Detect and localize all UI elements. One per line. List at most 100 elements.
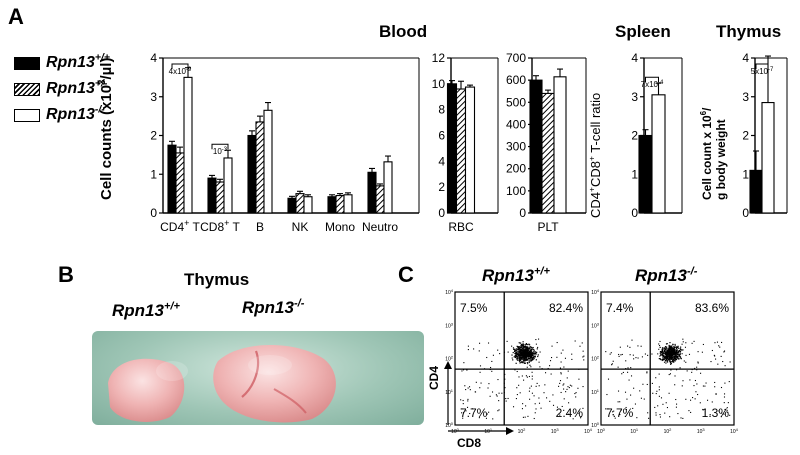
facs-event-dot [689,379,691,381]
facs-event-dot [533,350,535,353]
facs-event-dot [530,354,532,357]
facs-event-dot [559,414,561,416]
facs-event-dot [523,357,525,359]
facs-event-dot [550,356,553,359]
facs-event-dot [707,399,709,401]
facs-event-dot [563,366,565,368]
facs-event-dot [637,345,639,347]
thymus-count-ytick-label: 3 [742,90,749,104]
facs-event-dot [534,403,536,405]
facs-title-wt: Rpn13+/+ [482,265,550,285]
facs-event-dot [700,372,702,374]
facs-event-dot [521,344,523,346]
facs-event-dot [679,354,681,356]
facs-xtick-label: 102 [664,427,673,435]
facs-event-dot [619,401,621,403]
facs-event-dot [571,385,573,387]
facs-event-dot [669,342,671,344]
facs-event-dot [668,348,670,350]
facs-event-dot [651,353,653,355]
facs-event-dot [531,375,533,377]
facs-event-dot [528,352,530,354]
facs-event-dot [529,348,531,350]
thymus-ko-organ [213,345,336,423]
facs-event-dot [525,349,527,352]
facs-event-dot [529,353,531,356]
panel-letter-a: A [8,4,24,29]
facs-event-dot [658,395,660,397]
facs-event-dot [667,354,669,356]
facs-event-dot [658,343,660,345]
facs-event-dot [672,359,674,361]
facs-event-dot [582,407,584,409]
facs-event-dot [498,392,500,394]
blood-rbc-bar [464,86,476,214]
facs-event-dot [517,356,519,358]
facs-event-dot [461,408,463,410]
facs-event-dot [666,349,668,352]
spleen-ratio-ytick-label: 1 [631,167,638,181]
facs-event-dot [669,350,671,352]
facs-ytick-label: 103 [445,321,454,329]
blood-plt-ytick-label: 700 [506,51,526,65]
facs-event-dot [562,349,564,351]
facs-event-dot [572,418,574,420]
facs-event-dot [677,347,680,349]
facs-event-dot [524,360,526,362]
blood-plt-ytick-label: 200 [506,162,526,176]
facs-event-dot [675,406,677,408]
facs-event-dot [535,351,538,353]
facs-event-dot [611,363,613,365]
facs-event-dot [488,383,490,385]
facs-event-dot [630,367,632,369]
facs-event-dot [523,362,526,364]
facs-event-dot [525,357,528,359]
facs-ytick-label: 104 [591,288,600,296]
facs-event-dot [566,388,568,390]
facs-event-dot [571,353,573,355]
facs-event-dot [475,381,477,383]
facs-events [460,338,585,420]
facs-event-dot [578,368,580,370]
facs-event-dot [532,356,535,359]
facs-event-dot [662,348,664,350]
facs-event-dot [670,347,672,349]
facs-event-dot [525,357,527,359]
facs-event-dot [716,341,719,343]
facs-event-dot [527,351,529,353]
facs-event-dot [525,405,527,407]
facs-event-dot [527,346,529,349]
facs-event-dot [518,352,520,354]
facs-event-dot [625,408,627,411]
facs-event-dot [672,354,675,356]
facs-event-dot [516,353,518,356]
facs-event-dot [682,380,684,382]
facs-event-dot [462,403,464,405]
facs-event-dot [669,359,671,361]
facs-event-dot [534,352,537,354]
thymus-wt-organ [108,358,185,422]
facs-event-dot [562,384,564,386]
facs-quadrant-ll: 7.7% [460,406,488,420]
facs-event-dot [516,370,518,373]
facs-event-dot [665,351,667,353]
facs-event-dot [621,353,623,356]
facs-event-dot [529,360,531,362]
facs-event-dot [676,349,678,351]
facs-event-dot [533,353,535,355]
thymus-photo [92,331,424,425]
facs-event-dot [511,357,513,359]
facs-event-dot [610,352,612,354]
facs-event-dot [718,345,720,347]
facs-event-dot [473,348,475,350]
facs-event-dot [460,399,462,401]
thymus-count-ytick-label: 1 [742,167,749,181]
facs-event-dot [523,360,525,362]
facs-event-dot [655,412,657,414]
facs-title-ko: Rpn13-/- [635,265,698,285]
facs-event-dot [492,418,494,420]
facs-event-dot [529,387,531,389]
facs-event-dot [673,357,675,360]
facs-event-dot [673,361,675,363]
facs-event-dot [723,393,726,395]
